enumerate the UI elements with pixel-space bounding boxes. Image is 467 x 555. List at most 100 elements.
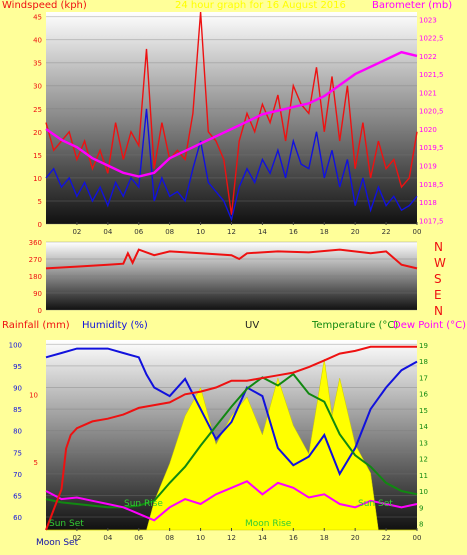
p1-ytick-25: 25 <box>33 106 42 114</box>
p3-humtick-75: 75 <box>13 449 22 457</box>
temperature-axis-label: Temperature (°C) <box>312 320 399 331</box>
p2-ytick-0: 0 <box>38 307 42 315</box>
p3-raintick-10: 10 <box>29 391 38 399</box>
compass-s: S <box>434 272 442 286</box>
p1-x-tick-18: 18 <box>320 228 329 236</box>
panel1-bg <box>46 12 417 224</box>
p3-humtick-95: 95 <box>13 363 22 371</box>
rainfall-axis-label: Rainfall (mm) <box>2 320 70 331</box>
p2-ytick-360: 360 <box>29 239 42 247</box>
p1-x-tick-12: 12 <box>227 228 236 236</box>
p1-x-tick-14: 14 <box>258 228 267 236</box>
p1-x-tick-02: 02 <box>72 228 81 236</box>
p1-x-tick-08: 08 <box>165 228 174 236</box>
p1-ytick-30: 30 <box>33 83 42 91</box>
p3-humtick-90: 90 <box>13 385 22 393</box>
p3-humtick-100: 100 <box>9 341 22 349</box>
p3-humtick-65: 65 <box>13 492 22 500</box>
compass-n-top: N <box>434 240 443 254</box>
p1-ytick-15: 15 <box>33 152 42 160</box>
p3-temptick-11: 11 <box>419 472 428 480</box>
p1-rtick-1021,5: 1021,5 <box>419 71 444 79</box>
p3-humtick-60: 60 <box>13 514 22 522</box>
rainfall-line <box>45 345 417 531</box>
dewpoint-axis-label: Dew Point (°C) <box>393 320 467 331</box>
temperature-line <box>45 372 418 509</box>
p3-humtick-85: 85 <box>13 406 22 414</box>
p1-rtick-1023: 1023 <box>419 16 437 24</box>
p1-rtick-1020: 1020 <box>419 126 437 134</box>
p2-ytick-90: 90 <box>33 290 42 298</box>
p1-ytick-10: 10 <box>33 175 42 183</box>
p3-x-tick-06: 06 <box>134 534 143 542</box>
p3-x-tick-18: 18 <box>320 534 329 542</box>
p3-humtick-80: 80 <box>13 428 22 436</box>
p1-x-tick-04: 04 <box>103 228 112 236</box>
p3-temptick-8: 8 <box>419 521 423 529</box>
p3-x-tick-08: 08 <box>165 534 174 542</box>
p1-ytick-40: 40 <box>33 37 42 45</box>
p3-temptick-12: 12 <box>419 456 428 464</box>
panel2-bg <box>46 242 417 310</box>
p3-x-tick-12: 12 <box>227 534 236 542</box>
p1-x-tick-22: 22 <box>382 228 391 236</box>
p3-x-tick-04: 04 <box>103 534 112 542</box>
barometer-axis-label: Barometer (mb) <box>372 0 453 11</box>
p1-rtick-1022: 1022 <box>419 53 437 61</box>
dewpoint-line <box>45 480 418 522</box>
p3-humtick-70: 70 <box>13 471 22 479</box>
p3-temptick-10: 10 <box>419 488 428 496</box>
p3-x-tick-00: 00 <box>413 534 422 542</box>
p1-x-tick-00: 00 <box>413 228 422 236</box>
barometer-line <box>45 50 418 178</box>
uv-axis-label: UV <box>245 320 260 331</box>
p1-x-tick-10: 10 <box>196 228 205 236</box>
p1-rtick-1018,5: 1018,5 <box>419 181 444 189</box>
windspeed-axis-label: Windspeed (kph) <box>2 0 87 11</box>
p3-raintick-5: 5 <box>34 459 38 467</box>
compass-e: E <box>434 288 442 302</box>
p1-ytick-5: 5 <box>38 198 42 206</box>
p1-ytick-35: 35 <box>33 60 42 68</box>
p3-x-tick-20: 20 <box>351 534 360 542</box>
p3-x-tick-22: 22 <box>382 534 391 542</box>
p3-temptick-18: 18 <box>419 358 428 366</box>
p3-temptick-19: 19 <box>419 342 428 350</box>
p2-ytick-270: 270 <box>29 256 42 264</box>
p3-temptick-17: 17 <box>419 374 428 382</box>
p1-x-tick-16: 16 <box>289 228 298 236</box>
p3-temptick-15: 15 <box>419 407 428 415</box>
p1-ytick-20: 20 <box>33 129 42 137</box>
annotation-moon-set: Moon Set <box>36 538 79 548</box>
annotation-sun-set-2: Sun Set <box>358 499 393 509</box>
p3-temptick-9: 9 <box>419 504 423 512</box>
p1-x-tick-06: 06 <box>134 228 143 236</box>
p3-temptick-16: 16 <box>419 391 428 399</box>
compass-n-bottom: N <box>434 304 443 318</box>
title: 24 hour graph for 16 August 2016 <box>175 0 346 11</box>
p1-rtick-1018: 1018 <box>419 199 437 207</box>
p3-x-tick-16: 16 <box>289 534 298 542</box>
p3-temptick-14: 14 <box>419 423 428 431</box>
annotation-moon-rise: Moon Rise <box>245 519 292 529</box>
compass-w: W <box>434 256 446 270</box>
p1-ytick-0: 0 <box>38 221 42 229</box>
p1-x-tick-20: 20 <box>351 228 360 236</box>
wind-direction-line <box>45 248 418 270</box>
p1-rtick-1022,5: 1022,5 <box>419 35 444 43</box>
wind-average-line <box>45 108 418 222</box>
p1-rtick-1019,5: 1019,5 <box>419 144 444 152</box>
wind-gust-line <box>45 11 418 215</box>
p3-x-tick-10: 10 <box>196 534 205 542</box>
p1-rtick-1017,5: 1017,5 <box>419 217 444 225</box>
annotation-sun-set-1: Sun Set <box>49 519 84 529</box>
p3-temptick-13: 13 <box>419 439 428 447</box>
p1-rtick-1021: 1021 <box>419 89 437 97</box>
p1-rtick-1020,5: 1020,5 <box>419 108 444 116</box>
p3-x-tick-14: 14 <box>258 534 267 542</box>
humidity-axis-label: Humidity (%) <box>82 320 148 331</box>
p2-ytick-180: 180 <box>29 273 42 281</box>
annotation-sun-rise: Sun Rise <box>124 499 163 509</box>
